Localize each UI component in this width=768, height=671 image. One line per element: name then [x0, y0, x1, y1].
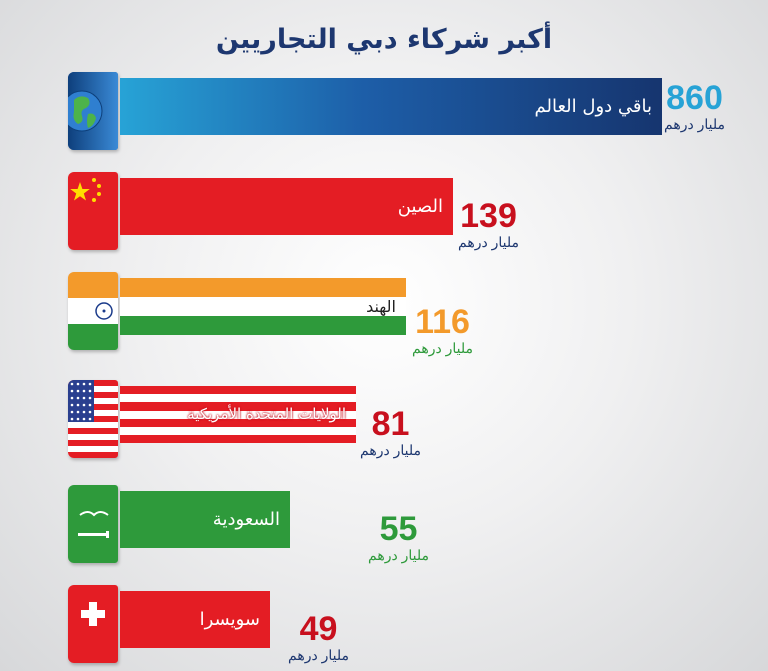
- value-number: 49: [299, 610, 338, 648]
- value-number: 116: [415, 303, 470, 341]
- chart-title: أكبر شركاء دبي التجاريين: [215, 24, 553, 55]
- value-number: 860: [666, 79, 723, 117]
- saudi-flag-icon: [68, 485, 118, 563]
- bar-row: السعودية 55 مليار درهم: [0, 485, 768, 565]
- value-label: 81 مليار درهم: [360, 406, 421, 458]
- category-label: السعودية: [212, 509, 280, 530]
- value-unit: مليار درهم: [368, 547, 429, 563]
- bar: الصين: [120, 178, 453, 235]
- bar: باقي دول العالم: [120, 78, 662, 135]
- category-label: باقي دول العالم: [534, 96, 652, 117]
- value-number: 81: [371, 405, 410, 443]
- usa-flag-icon: [68, 380, 118, 458]
- bar: الولايات المتحدة الأمريكية: [120, 386, 356, 444]
- bar: الهند: [120, 278, 406, 335]
- globe-icon: [68, 72, 118, 150]
- value-unit: مليار درهم: [458, 234, 519, 250]
- value-label: 139 مليار درهم: [458, 198, 519, 250]
- switzerland-flag-icon: [68, 585, 118, 663]
- value-number: 55: [379, 510, 418, 548]
- value-unit: مليار درهم: [664, 116, 725, 132]
- category-label: الصين: [397, 196, 443, 217]
- bar-row: سويسرا 49 مليار درهم: [0, 585, 768, 665]
- category-label: الولايات المتحدة الأمريكية: [187, 405, 346, 423]
- bar-row: الصين 139 مليار درهم: [0, 172, 768, 252]
- value-label: 116 مليار درهم: [412, 304, 473, 356]
- bar-row: الولايات المتحدة الأمريكية 81 مليار درهم: [0, 380, 768, 460]
- bar-row: باقي دول العالم 860 مليار درهم: [0, 72, 768, 152]
- value-unit: مليار درهم: [360, 442, 421, 458]
- value-label: 55 مليار درهم: [368, 511, 429, 563]
- value-unit: مليار درهم: [412, 340, 473, 356]
- bar: سويسرا: [120, 591, 270, 648]
- india-flag-icon: [68, 272, 118, 350]
- category-label: سويسرا: [199, 609, 260, 630]
- china-flag-icon: [68, 172, 118, 250]
- value-unit: مليار درهم: [288, 647, 349, 663]
- bar-row: الهند 116 مليار درهم: [0, 272, 768, 356]
- value-label: 860 مليار درهم: [664, 80, 725, 132]
- value-label: 49 مليار درهم: [288, 611, 349, 663]
- value-number: 139: [460, 197, 517, 235]
- category-label: الهند: [366, 297, 396, 316]
- bar: السعودية: [120, 491, 290, 548]
